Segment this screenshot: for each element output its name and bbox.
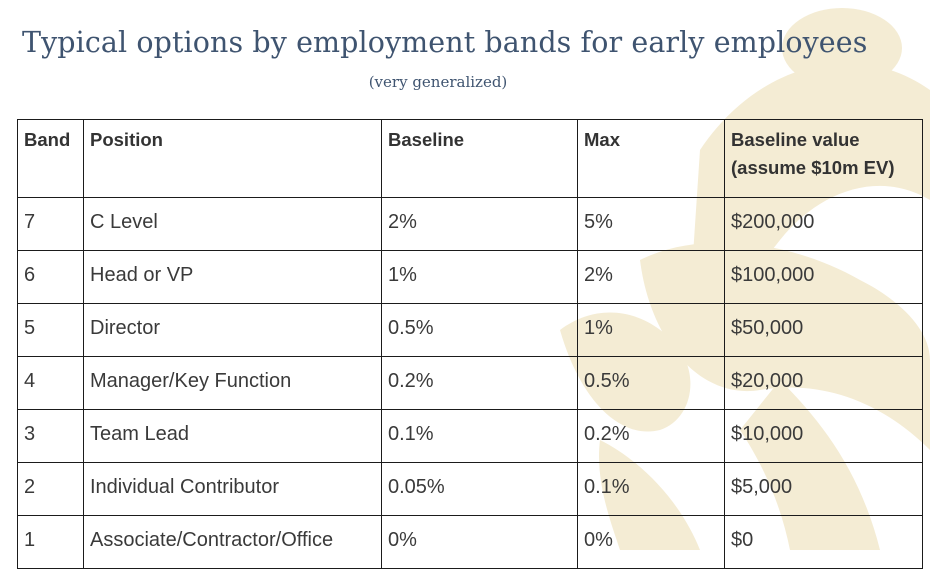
employment-bands-table: Band Position Baseline Max Baseline valu… xyxy=(17,119,923,569)
cell-position: Head or VP xyxy=(83,250,382,304)
table-row: 3 Team Lead 0.1% 0.2% $10,000 xyxy=(17,409,923,463)
cell-max: 2% xyxy=(577,250,725,304)
header-band: Band xyxy=(17,119,84,198)
cell-max: 0.5% xyxy=(577,356,725,410)
header-baseline-value-line2: (assume $10m EV) xyxy=(731,157,895,178)
table-row: 4 Manager/Key Function 0.2% 0.5% $20,000 xyxy=(17,356,923,410)
cell-baseline-value: $50,000 xyxy=(724,303,923,357)
cell-baseline-value: $200,000 xyxy=(724,197,923,251)
cell-baseline-value: $20,000 xyxy=(724,356,923,410)
cell-max: 0.1% xyxy=(577,462,725,516)
cell-baseline-value: $100,000 xyxy=(724,250,923,304)
cell-baseline: 0.1% xyxy=(381,409,578,463)
page-subtitle: (very generalized) xyxy=(368,73,508,91)
cell-max: 0% xyxy=(577,515,725,569)
cell-baseline: 0.2% xyxy=(381,356,578,410)
cell-band: 6 xyxy=(17,250,84,304)
cell-band: 3 xyxy=(17,409,84,463)
cell-position: Team Lead xyxy=(83,409,382,463)
header-baseline: Baseline xyxy=(381,119,578,198)
table-row: 7 C Level 2% 5% $200,000 xyxy=(17,197,923,251)
cell-position: Manager/Key Function xyxy=(83,356,382,410)
cell-baseline-value: $0 xyxy=(724,515,923,569)
cell-max: 5% xyxy=(577,197,725,251)
cell-band: 4 xyxy=(17,356,84,410)
cell-baseline: 2% xyxy=(381,197,578,251)
cell-position: Individual Contributor xyxy=(83,462,382,516)
cell-baseline: 0.5% xyxy=(381,303,578,357)
cell-band: 2 xyxy=(17,462,84,516)
header-position: Position xyxy=(83,119,382,198)
cell-baseline: 0.05% xyxy=(381,462,578,516)
header-baseline-value-line1: Baseline value xyxy=(731,129,860,150)
cell-baseline-value: $10,000 xyxy=(724,409,923,463)
table-row: 5 Director 0.5% 1% $50,000 xyxy=(17,303,923,357)
table-row: 1 Associate/Contractor/Office 0% 0% $0 xyxy=(17,515,923,569)
page-title: Typical options by employment bands for … xyxy=(22,26,868,59)
table-row: 2 Individual Contributor 0.05% 0.1% $5,0… xyxy=(17,462,923,516)
cell-max: 1% xyxy=(577,303,725,357)
cell-max: 0.2% xyxy=(577,409,725,463)
cell-baseline: 1% xyxy=(381,250,578,304)
table-row: 6 Head or VP 1% 2% $100,000 xyxy=(17,250,923,304)
header-baseline-value: Baseline value (assume $10m EV) xyxy=(724,119,923,198)
cell-band: 1 xyxy=(17,515,84,569)
table-header-row: Band Position Baseline Max Baseline valu… xyxy=(17,119,923,198)
cell-position: Associate/Contractor/Office xyxy=(83,515,382,569)
header-max: Max xyxy=(577,119,725,198)
cell-position: Director xyxy=(83,303,382,357)
cell-position: C Level xyxy=(83,197,382,251)
cell-baseline: 0% xyxy=(381,515,578,569)
cell-band: 5 xyxy=(17,303,84,357)
cell-baseline-value: $5,000 xyxy=(724,462,923,516)
cell-band: 7 xyxy=(17,197,84,251)
